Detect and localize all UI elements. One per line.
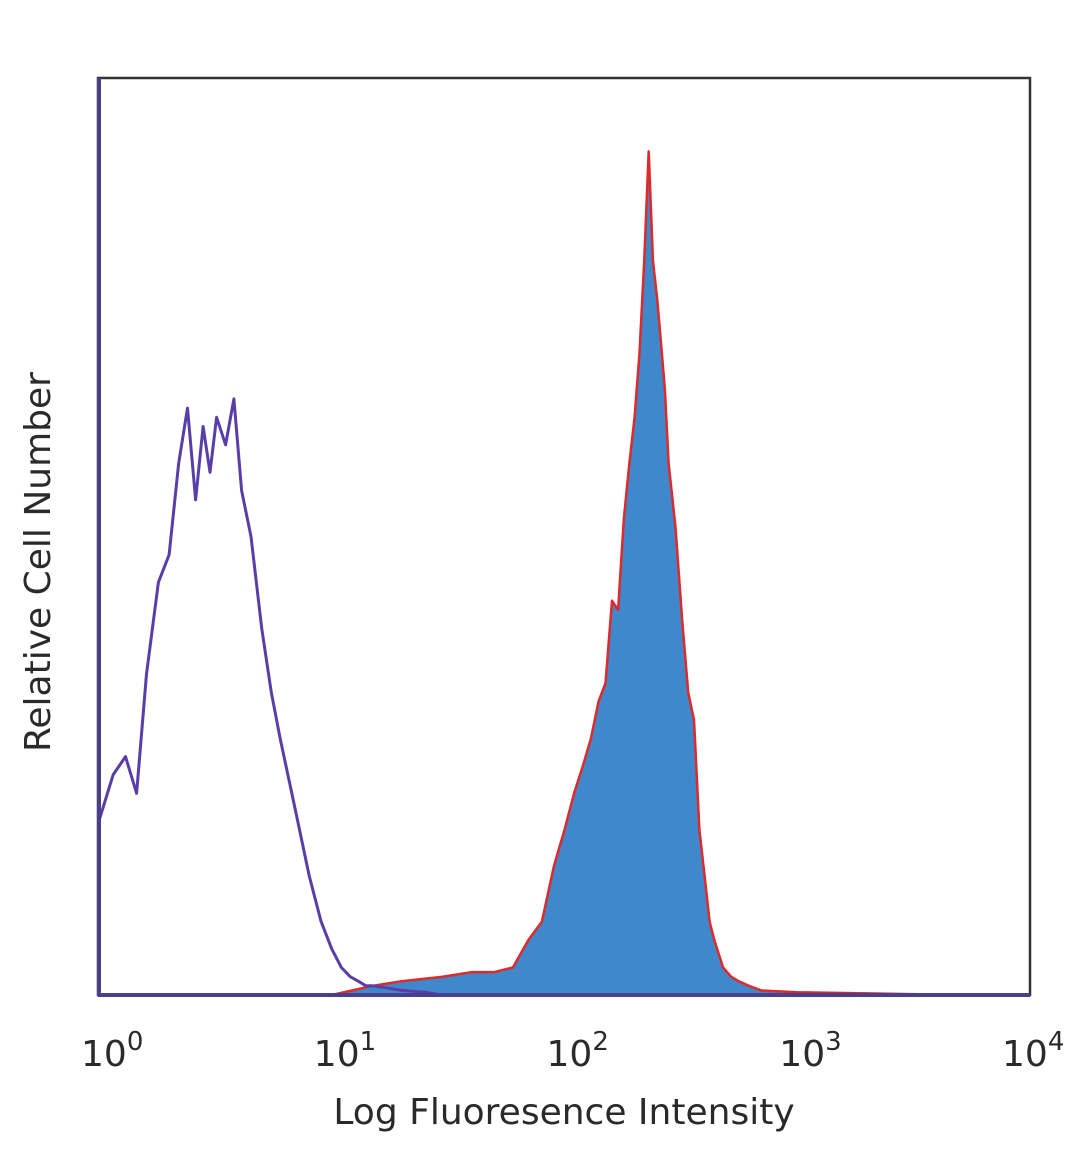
x-tick-labels: 100 101 102 103 104 — [81, 1027, 1064, 1075]
x-tick-label: 100 — [81, 1027, 143, 1075]
control-histogram-line — [97, 397, 444, 997]
x-tick-label: 102 — [547, 1027, 609, 1075]
x-tick-label: 101 — [314, 1027, 376, 1075]
stained-histogram-area — [99, 151, 960, 995]
x-tick-label: 103 — [779, 1027, 841, 1075]
stained-histogram-outline — [99, 150, 960, 997]
x-tick-label: 104 — [1002, 1027, 1064, 1075]
y-axis-label: Relative Cell Number — [18, 372, 59, 752]
plot-area — [97, 150, 960, 997]
x-axis-label: Log Fluoresence Intensity — [333, 1092, 794, 1133]
